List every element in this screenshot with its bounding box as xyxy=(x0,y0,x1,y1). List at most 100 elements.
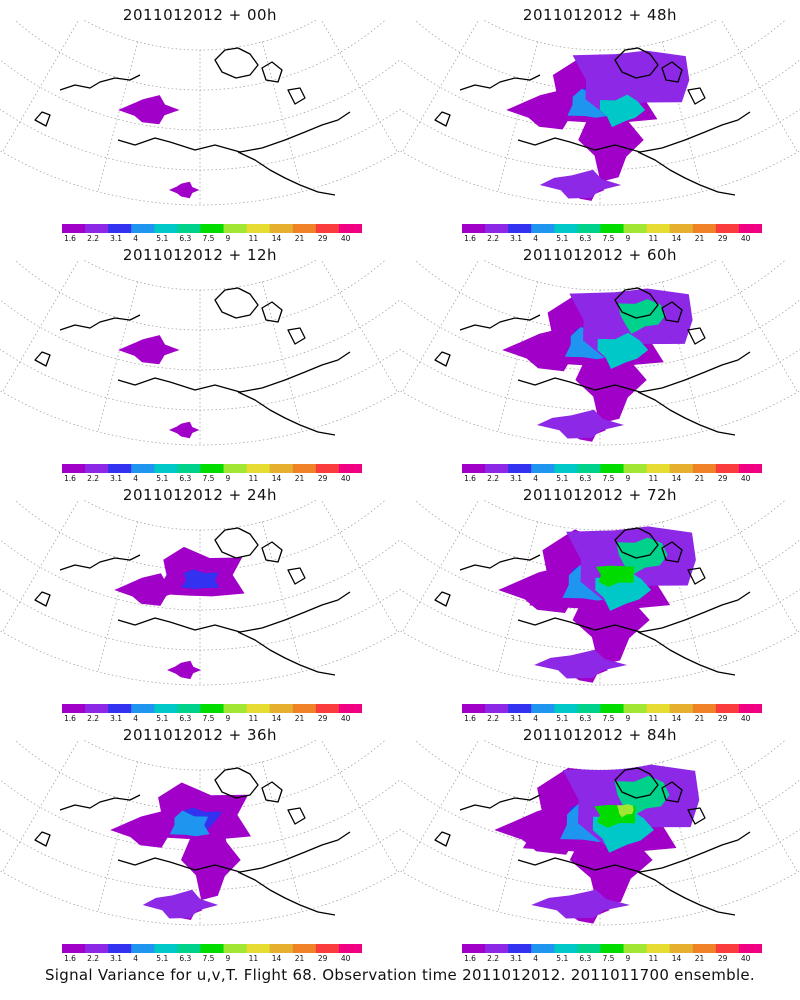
colorbar-label: 7.5 xyxy=(602,474,614,482)
arctic-islands xyxy=(214,287,259,319)
arctic-islands xyxy=(687,87,706,105)
colorbar-swatch xyxy=(554,944,578,953)
coast-fragment xyxy=(34,591,51,607)
colorbar-label: 1.6 xyxy=(464,954,476,962)
forecast-panel: 2011012012 + 36h 1.6 2.2 3.1 4 5.1 6.3 7.5 9 11 14… xyxy=(0,720,400,962)
colorbar-label: 4 xyxy=(133,234,138,242)
colorbar-label: 1.6 xyxy=(464,234,476,242)
colorbar-label: 2.2 xyxy=(487,474,499,482)
colorbar-swatch xyxy=(646,224,671,233)
arctic-islands xyxy=(614,47,659,79)
arctic-islands xyxy=(687,807,706,825)
panel-title: 2011012012 + 00h xyxy=(122,6,278,24)
variance-contour xyxy=(114,573,184,606)
arctic-islands xyxy=(261,61,283,83)
colorbar-label: 40 xyxy=(341,714,351,722)
colorbar-swatch xyxy=(223,704,248,713)
colorbar-swatch xyxy=(269,224,294,233)
colorbar-label: 6.3 xyxy=(579,234,591,242)
colorbar-label: 21 xyxy=(695,234,705,242)
colorbar-swatch xyxy=(338,944,362,953)
colorbar-label: 5.1 xyxy=(156,474,168,482)
colorbar-label: 6.3 xyxy=(179,474,191,482)
colorbar-label: 21 xyxy=(695,714,705,722)
colorbar-label: 3.1 xyxy=(110,234,122,242)
colorbar-swatch xyxy=(108,224,132,233)
colorbar-label: 21 xyxy=(695,474,705,482)
colorbar-swatch xyxy=(623,944,648,953)
colorbar-label: 6.3 xyxy=(579,714,591,722)
colorbar-swatch xyxy=(200,704,224,713)
variance-contour xyxy=(142,889,219,919)
colorbar-swatch xyxy=(62,464,86,473)
colorbar-swatch xyxy=(177,944,201,953)
variance-contour xyxy=(181,569,220,589)
colorbar-swatch xyxy=(200,464,224,473)
colorbar-label: 21 xyxy=(295,474,305,482)
colorbar-label: 9 xyxy=(226,474,231,482)
coast-fragment xyxy=(434,831,451,847)
colorbar-label: 40 xyxy=(341,954,351,962)
colorbar-label: 3.1 xyxy=(110,714,122,722)
colorbar-swatch xyxy=(315,704,340,713)
colorbar-swatch xyxy=(292,704,317,713)
colorbar-swatch xyxy=(646,944,671,953)
colorbar-label: 11 xyxy=(649,954,659,962)
siberia-coast xyxy=(459,74,541,91)
colorbar-label: 7.5 xyxy=(602,954,614,962)
colorbar-swatch xyxy=(554,704,578,713)
lat-lon-grid xyxy=(0,20,400,206)
colorbar-label: 7.5 xyxy=(202,474,214,482)
colorbar-swatch xyxy=(85,944,109,953)
variance-field xyxy=(502,288,693,442)
arctic-islands xyxy=(661,301,683,323)
colorbar-swatch xyxy=(108,704,132,713)
colorbar-swatch xyxy=(554,464,578,473)
colorbar-swatch xyxy=(246,224,271,233)
colorbar-label: 4 xyxy=(133,954,138,962)
colorbar-label: 14 xyxy=(672,714,682,722)
colorbar-swatch xyxy=(462,224,486,233)
colorbar-label: 1.6 xyxy=(64,714,76,722)
colorbar-swatch xyxy=(623,464,648,473)
variance-contour xyxy=(539,169,622,199)
colorbar-label: 5.1 xyxy=(556,714,568,722)
colorbar-label: 2.2 xyxy=(87,714,99,722)
colorbar-swatch xyxy=(200,224,224,233)
arctic-islands xyxy=(614,527,659,559)
colorbar: 1.6 2.2 3.1 4 5.1 6.3 7.5 9 11 14 21 29 40 xyxy=(62,944,362,962)
coastline xyxy=(34,527,351,676)
north-america-coast xyxy=(517,831,751,873)
arctic-islands xyxy=(214,767,259,799)
colorbar-swatch xyxy=(85,464,109,473)
colorbar: 1.6 2.2 3.1 4 5.1 6.3 7.5 9 11 14 21 29 40 xyxy=(62,704,362,722)
colorbar-label: 29 xyxy=(318,474,328,482)
colorbar-label: 6.3 xyxy=(579,954,591,962)
panel-title: 2011012012 + 12h xyxy=(122,246,278,264)
colorbar-label: 29 xyxy=(318,954,328,962)
greenland-coast xyxy=(637,151,736,196)
greenland-coast xyxy=(237,871,336,916)
siberia-coast xyxy=(459,314,541,331)
arctic-islands xyxy=(261,301,283,323)
variance-contour xyxy=(534,649,627,679)
arctic-islands xyxy=(614,767,659,799)
north-america-coast xyxy=(117,111,351,153)
colorbar-label: 29 xyxy=(718,714,728,722)
variance-field xyxy=(498,526,696,683)
forecast-panel: 2011012012 + 12h 1.6 2.2 3.1 4 5.1 6.3 7.5 9 11 14… xyxy=(0,240,400,482)
arctic-islands xyxy=(287,807,306,825)
siberia-coast xyxy=(59,554,141,571)
colorbar-swatch xyxy=(715,224,740,233)
colorbar-swatch xyxy=(485,464,509,473)
colorbar-swatch xyxy=(577,464,601,473)
colorbar-swatch xyxy=(646,704,671,713)
colorbar-swatch xyxy=(715,944,740,953)
arctic-islands xyxy=(214,47,259,79)
colorbar-swatch xyxy=(462,464,486,473)
variance-field xyxy=(494,764,700,924)
colorbar-swatch xyxy=(692,464,717,473)
panel-title: 2011012012 + 84h xyxy=(522,726,678,744)
coast-fragment xyxy=(34,831,51,847)
colorbar-swatch xyxy=(669,944,694,953)
